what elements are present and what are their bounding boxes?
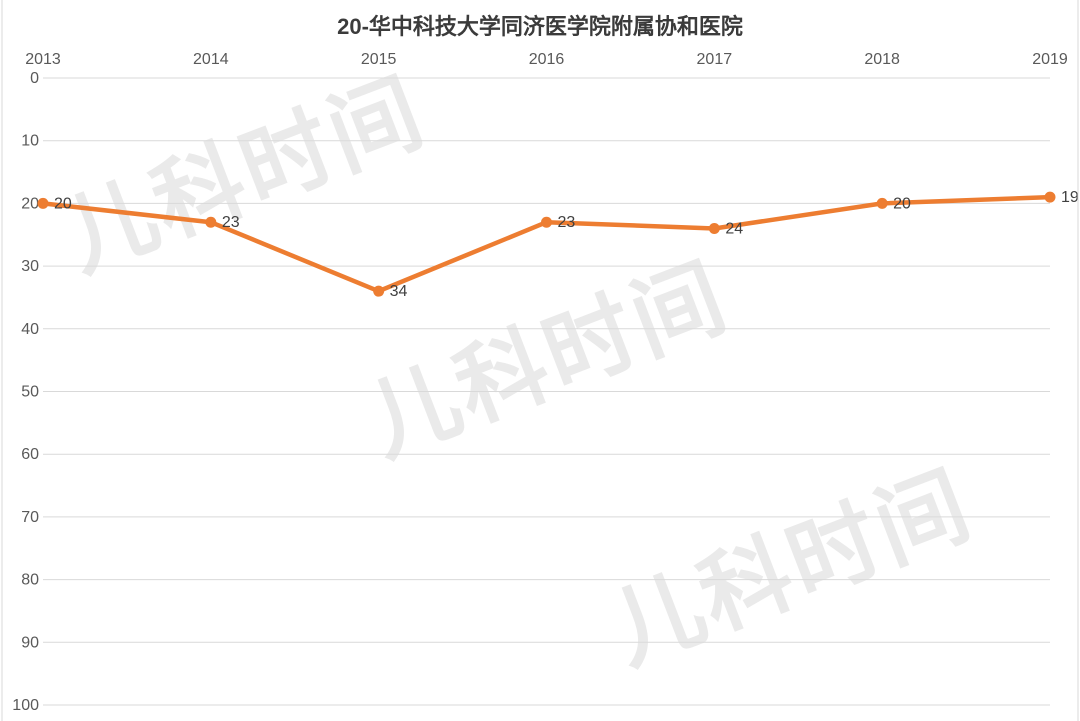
x-tick-label: 2017 <box>697 51 733 68</box>
y-tick-label: 50 <box>21 384 39 401</box>
grid-layer <box>43 77 1050 706</box>
y-tick-label: 40 <box>21 321 39 338</box>
y-tick-label: 30 <box>21 258 39 275</box>
data-point-marker <box>37 197 49 209</box>
y-tick-label: 10 <box>21 133 39 150</box>
chart-title: 20-华中科技大学同济医学院附属协和医院 <box>337 14 743 39</box>
data-point-marker <box>1044 191 1056 203</box>
data-point-label: 23 <box>558 214 576 231</box>
x-tick-label: 2018 <box>864 51 900 68</box>
watermark-text: 儿科时间 <box>355 247 742 475</box>
data-point-label: 19 <box>1061 189 1079 206</box>
data-point-label: 23 <box>222 214 240 231</box>
data-point-marker <box>541 216 552 228</box>
data-point-marker <box>708 222 720 234</box>
x-tick-label: 2019 <box>1032 51 1068 68</box>
x-tick-label: 2016 <box>529 51 565 68</box>
x-tick-label: 2013 <box>25 51 61 68</box>
y-tick-label: 70 <box>21 509 39 526</box>
y-tick-label: 100 <box>12 697 39 714</box>
data-point-label: 20 <box>54 195 72 212</box>
y-tick-label: 60 <box>21 446 39 463</box>
y-tick-label: 80 <box>21 572 39 589</box>
data-point-label: 24 <box>725 220 743 237</box>
y-tick-label: 0 <box>30 70 39 87</box>
data-point-marker <box>373 285 385 297</box>
data-series: 20 23 34 23 24 20 19 <box>37 189 1079 300</box>
data-point-label: 34 <box>390 283 408 300</box>
data-point-marker <box>205 216 217 228</box>
axis-layer: 0 10 20 30 40 50 60 70 80 90 100 2013 2014 2015 2016 20… <box>12 51 1068 714</box>
watermark-text: 儿科时间 <box>52 62 439 290</box>
x-tick-label: 2015 <box>361 51 397 68</box>
data-point-marker <box>876 197 888 209</box>
data-point-label: 20 <box>893 195 911 212</box>
y-tick-label: 20 <box>21 195 39 212</box>
x-tick-label: 2014 <box>193 51 229 68</box>
watermark-text: 儿科时间 <box>599 455 986 683</box>
y-tick-label: 90 <box>21 634 39 651</box>
